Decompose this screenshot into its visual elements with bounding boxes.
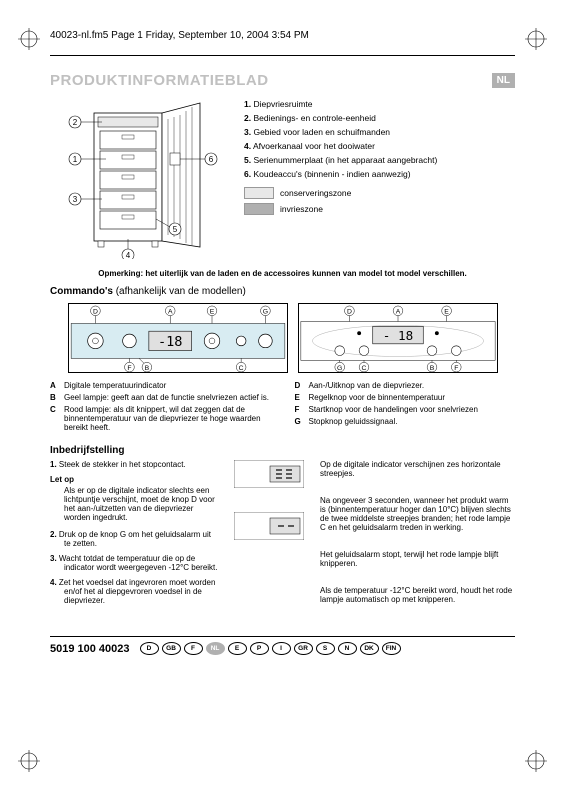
title-row: PRODUKTINFORMATIEBLAD NL: [50, 72, 515, 89]
lang-oval-dk: DK: [360, 642, 379, 655]
display-icon: [234, 512, 304, 540]
lang-oval-f: F: [184, 642, 203, 655]
svg-text:D: D: [92, 309, 97, 316]
svg-text:E: E: [444, 309, 449, 316]
legend-item: 4. Afvoerkanaal voor het dooiwater: [244, 141, 515, 151]
legend-item: 1. Diepvriesruimte: [244, 99, 515, 109]
lang-oval-gr: GR: [294, 642, 313, 655]
svg-text:3: 3: [73, 195, 78, 204]
inbedrijf-notes: Op de digitale indicator verschijnen zes…: [320, 460, 515, 622]
legend-item: 6. Koudeaccu's (binnenin - indien aanwez…: [244, 169, 515, 179]
page: 40023-nl.fm5 Page 1 Friday, September 10…: [0, 0, 565, 800]
freezer-diagram: 1 2 3 4 5 6: [50, 99, 230, 261]
svg-text:- 18: - 18: [382, 328, 412, 343]
defs-left: ADigitale temperatuurindicator BGeel lam…: [50, 381, 271, 435]
svg-text:D: D: [346, 309, 351, 316]
swatch-dark: [244, 203, 274, 215]
svg-text:1: 1: [73, 155, 78, 164]
panel-1-diagram: -18 D A E G F B C: [68, 303, 288, 373]
display-icon: [234, 460, 304, 488]
svg-text:6: 6: [209, 155, 214, 164]
svg-text:A: A: [167, 309, 172, 316]
lang-oval-d: D: [140, 642, 159, 655]
crop-mark-icon: [525, 750, 547, 772]
lang-oval-n: N: [338, 642, 357, 655]
svg-text:-18: -18: [157, 334, 182, 350]
lang-oval-i: I: [272, 642, 291, 655]
inbedrijf-title: Inbedrijfstelling: [50, 445, 515, 456]
divider: [50, 636, 515, 637]
language-selector: DGBFNLEPIGRSNDKFIN: [140, 642, 401, 655]
lang-oval-s: S: [316, 642, 335, 655]
lang-oval-p: P: [250, 642, 269, 655]
language-badge: NL: [492, 73, 515, 88]
svg-text:G: G: [337, 365, 342, 372]
control-panels: -18 D A E G F B C - 18: [50, 303, 515, 373]
commando-title: Commando's (afhankelijk van de modellen): [50, 286, 515, 297]
footer: 5019 100 40023 DGBFNLEPIGRSNDKFIN: [50, 642, 515, 655]
svg-text:F: F: [454, 365, 458, 372]
svg-text:4: 4: [126, 251, 131, 259]
panel-2-diagram: - 18 D A E G C B F: [298, 303, 498, 373]
legend-item: 5. Serienummerplaat (in het apparaat aan…: [244, 155, 515, 165]
lang-oval-nl: NL: [206, 642, 225, 655]
note-bar: Opmerking: het uiterlijk van de laden en…: [50, 269, 515, 278]
defs-right: DAan-/Uitknop van de diepvriezer. ERegel…: [295, 381, 516, 435]
parts-legend: 1. Diepvriesruimte 2. Bedienings- en con…: [244, 99, 515, 261]
inbedrijf-grid: 1. Steek de stekker in het stopcontact. …: [50, 460, 515, 622]
crop-mark-icon: [18, 28, 40, 50]
svg-text:2: 2: [73, 118, 78, 127]
lang-oval-e: E: [228, 642, 247, 655]
lang-oval-gb: GB: [162, 642, 181, 655]
legend-item: 2. Bedienings- en controle-eenheid: [244, 113, 515, 123]
svg-text:5: 5: [173, 225, 178, 234]
svg-text:C: C: [361, 365, 366, 372]
svg-text:C: C: [238, 365, 243, 372]
divider: [50, 55, 515, 56]
svg-text:A: A: [395, 309, 400, 316]
swatch-light: [244, 187, 274, 199]
inbedrijf-steps: 1. Steek de stekker in het stopcontact. …: [50, 460, 218, 622]
defs-columns: ADigitale temperatuurindicator BGeel lam…: [50, 381, 515, 435]
zone-label: conserveringszone: [280, 188, 351, 198]
zone-label: invrieszone: [280, 204, 323, 214]
svg-text:E: E: [209, 309, 214, 316]
svg-text:G: G: [262, 309, 267, 316]
svg-text:B: B: [429, 365, 434, 372]
lang-oval-fin: FIN: [382, 642, 401, 655]
svg-text:F: F: [127, 365, 131, 372]
product-code: 5019 100 40023: [50, 643, 130, 655]
top-section: 1 2 3 4 5 6 1. Diepvriesruimte 2. Bedien…: [50, 99, 515, 261]
legend-item: 3. Gebied voor laden en schuifmanden: [244, 127, 515, 137]
svg-text:B: B: [144, 365, 149, 372]
header-meta: 40023-nl.fm5 Page 1 Friday, September 10…: [50, 30, 515, 41]
crop-mark-icon: [18, 750, 40, 772]
zone-legend: conserveringszone invrieszone: [244, 187, 515, 215]
inbedrijf-displays: [230, 460, 308, 622]
crop-mark-icon: [525, 28, 547, 50]
page-title: PRODUKTINFORMATIEBLAD: [50, 72, 269, 89]
